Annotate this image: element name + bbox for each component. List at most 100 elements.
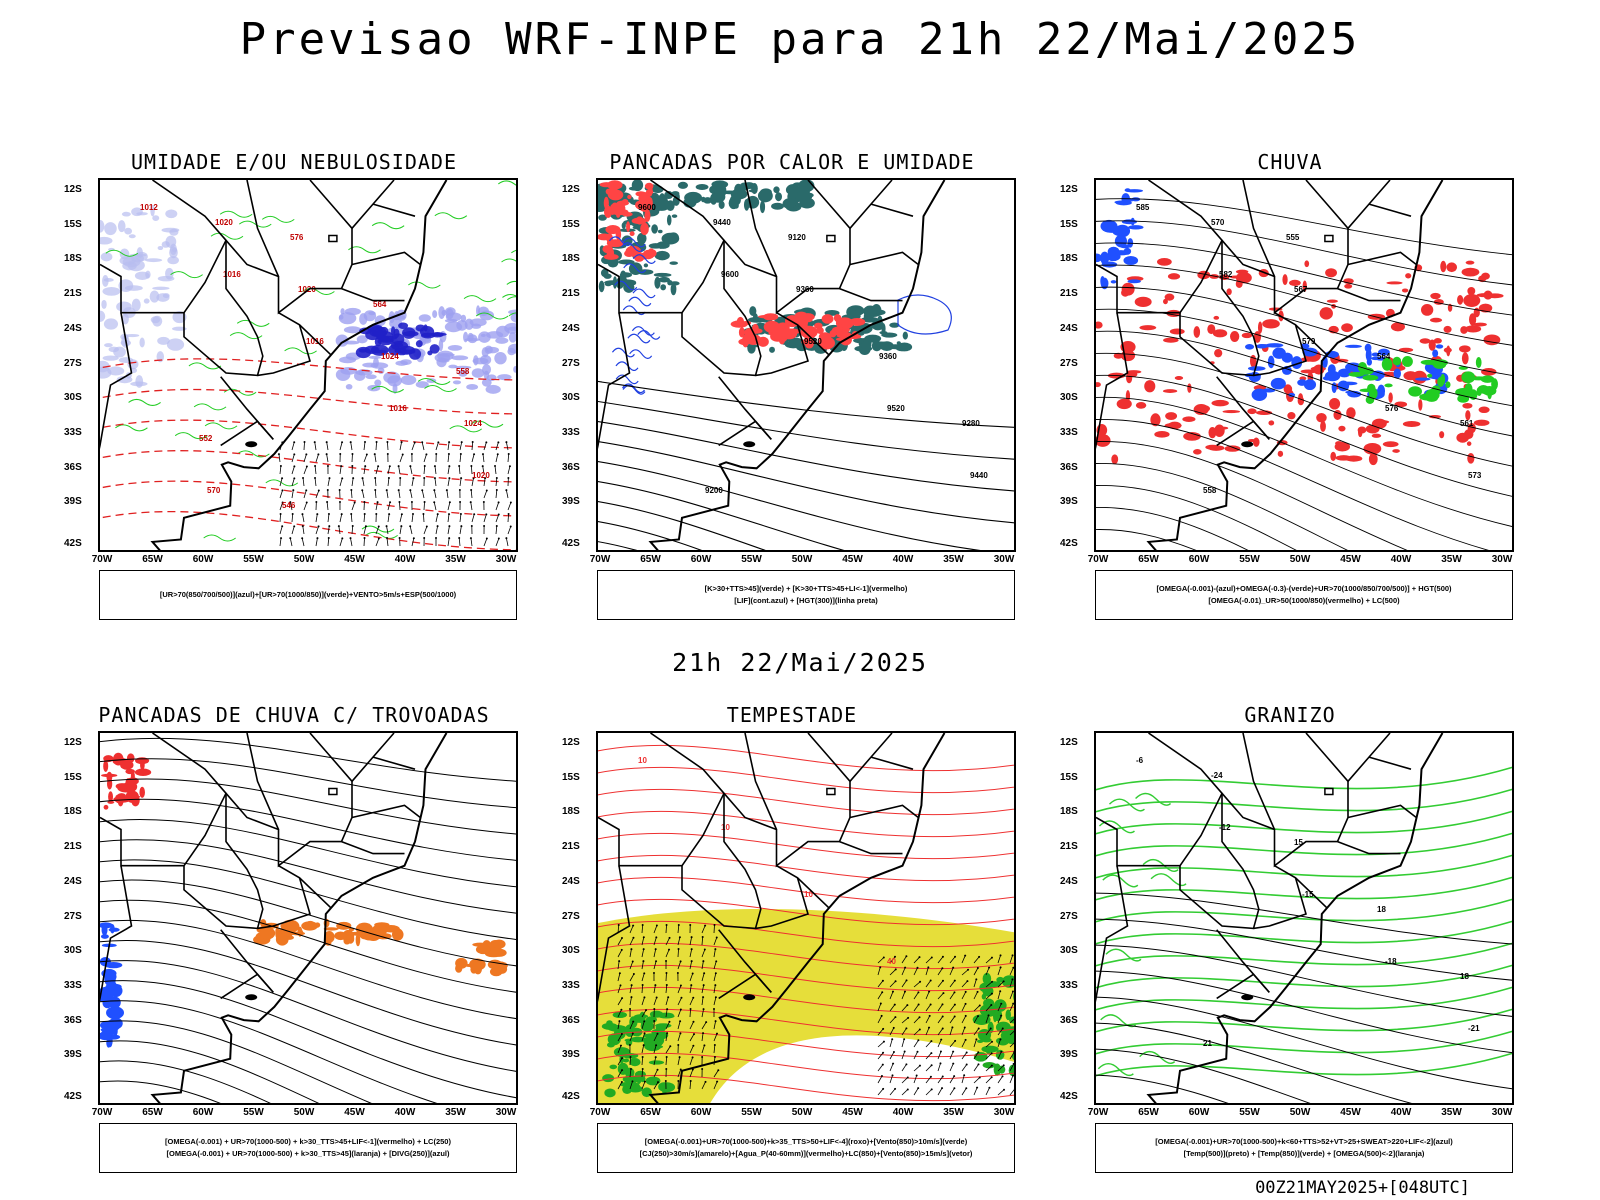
wind-vectors-arrowhead — [386, 537, 389, 540]
border-line — [1096, 312, 1129, 450]
longitude-label: 70W — [91, 1107, 113, 1118]
contour-label: 9360 — [879, 352, 897, 361]
omega-blue-cell — [1432, 349, 1439, 358]
humidity-west-cell — [100, 310, 106, 322]
vectors-west-arrow — [701, 1033, 704, 1042]
east-coastline — [150, 733, 448, 1103]
green-contour — [498, 180, 516, 186]
vectors-west-arrow — [617, 961, 620, 970]
vectors-east-arrowhead — [941, 955, 944, 958]
panel-legend: [OMEGA(-0.001)+UR>70(1000-500)+k<60+TTS>… — [1095, 1123, 1513, 1173]
map-frame: 10 10 10 40 — [596, 731, 1016, 1105]
vectors-west-arrowhead — [668, 936, 671, 939]
contour-label: 9520 — [804, 337, 822, 346]
humidity-blue — [335, 305, 518, 394]
wind-vectors-arrow — [350, 442, 353, 451]
teal-area-cell — [658, 244, 663, 249]
wind850-green-east-cell — [1005, 1009, 1011, 1021]
vectors-east-arrowhead — [1001, 1075, 1004, 1078]
thickness-red-line — [100, 480, 516, 517]
wind-vectors-arrow — [315, 526, 319, 535]
rain-red-cell — [1443, 325, 1452, 333]
wind-vectors-arrow — [447, 442, 450, 451]
rain-red-cell — [1187, 383, 1192, 393]
vectors-west-arrow — [701, 1009, 704, 1018]
rain-red-cell — [1241, 332, 1253, 339]
rain-red-cell — [1473, 419, 1490, 426]
humidity-west-cell — [122, 261, 137, 271]
thickness-red-line — [100, 388, 516, 415]
rain-red-cell — [1211, 399, 1229, 407]
wind-vectors-arrow — [339, 478, 343, 487]
latitude-label: 36S — [562, 1014, 580, 1026]
vectors-east-arrowhead — [930, 1064, 933, 1067]
vectors-east-arrowhead — [999, 966, 1002, 969]
vectors-west-arrow — [617, 997, 623, 1006]
vectors-west-arrowhead — [666, 1008, 669, 1011]
wind850-green-cell — [634, 1014, 649, 1019]
wind-vectors-arrowhead — [305, 501, 308, 504]
teal-area-cell — [637, 232, 647, 245]
vectors-west-arrow — [629, 1081, 633, 1090]
wind-vectors-arrow — [470, 502, 473, 511]
vectors-west-arrow — [665, 949, 670, 958]
latitude-label: 18S — [1060, 253, 1078, 265]
rain-red-cell — [1197, 270, 1211, 280]
green-contour — [470, 420, 504, 428]
vectors-west-arrow — [689, 1008, 691, 1018]
vectors-west-arrowhead — [715, 1032, 718, 1035]
wind-vectors-arrowhead — [293, 441, 296, 444]
vectors-west-arrow — [617, 1033, 623, 1042]
wind-vectors-arrow — [435, 514, 439, 523]
vectors-east-arrow — [925, 1052, 932, 1060]
humidity-blue-cell — [463, 331, 469, 343]
vectors-east-arrow — [961, 1064, 968, 1072]
lake — [245, 441, 258, 448]
rain-red-cell — [1235, 272, 1252, 284]
vectors-east-arrow — [997, 955, 1001, 964]
humidity-west-cell — [166, 338, 185, 351]
wind-vectors-arrow — [315, 490, 320, 499]
vectors-west-arrowhead — [689, 1080, 692, 1083]
wind-vectors-arrow — [483, 442, 487, 451]
green-contour — [371, 385, 404, 393]
vectors-east-arrowhead — [963, 1074, 966, 1077]
border-line — [183, 240, 264, 377]
vectors-east-arrow — [949, 1088, 955, 1096]
rain-red-cell — [1464, 325, 1482, 333]
red-area-cell — [611, 202, 619, 209]
vectors-east-arrowhead — [918, 956, 921, 959]
rain-red-cell — [1412, 370, 1427, 384]
hgt500-lines-line — [1096, 440, 1408, 550]
wind850-green-cell — [631, 1019, 649, 1023]
rain-red-cell — [1156, 258, 1172, 266]
contour-label: 570 — [207, 486, 221, 495]
contour-label: 18 — [1377, 905, 1386, 914]
blue-divergence-cell — [100, 934, 109, 939]
panel-title: PANCADAS POR CALOR E UMIDADE — [609, 150, 975, 174]
humidity-blue-cell — [359, 313, 368, 325]
teal-area-cell — [636, 269, 654, 275]
wind-vectors-arrowhead — [350, 513, 353, 516]
vectors-east-arrow — [973, 1052, 979, 1060]
longitude-label: 35W — [1441, 554, 1462, 565]
vectors-east-arrow — [901, 1064, 907, 1072]
wind-vectors-arrowhead — [291, 513, 294, 516]
wind-vectors-arrow — [409, 526, 413, 535]
political-boundaries — [598, 180, 946, 550]
wind-vectors-arrowhead — [470, 525, 473, 528]
humidity-blue-cell — [368, 311, 376, 316]
rain-red-cell — [1478, 406, 1490, 414]
vectors-east-arrowhead — [953, 991, 956, 994]
wind-vectors-arrowhead — [388, 465, 391, 468]
border-line — [100, 865, 133, 1003]
wind-vectors-arrowhead — [351, 465, 354, 468]
teal-band-cell — [889, 322, 900, 328]
wind-vectors-arrow — [303, 454, 307, 463]
red-area-cell — [638, 200, 652, 212]
wind-vectors-arrowhead — [433, 489, 436, 492]
humidity-blue-cell — [517, 382, 518, 392]
vectors-west-arrowhead — [619, 984, 622, 987]
vectors-west-arrowhead — [641, 1068, 644, 1071]
